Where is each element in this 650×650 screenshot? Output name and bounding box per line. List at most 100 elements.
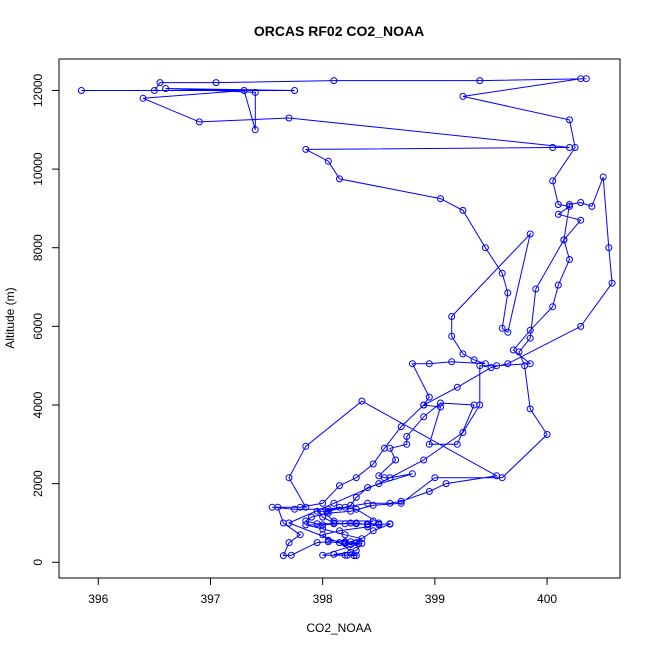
data-point: [459, 350, 467, 358]
data-point: [526, 326, 534, 334]
y-tick-label: 6000: [31, 313, 45, 340]
data-point: [341, 551, 349, 559]
data-point: [358, 397, 366, 405]
data-point: [549, 144, 557, 151]
x-tick-label: 397: [200, 592, 220, 606]
data-point: [319, 525, 327, 533]
data-point: [308, 513, 315, 521]
data-point: [431, 474, 439, 482]
data-point: [347, 538, 355, 546]
data-point: [554, 281, 562, 289]
data-point: [459, 92, 467, 100]
data-point: [566, 116, 573, 124]
data-point: [437, 195, 444, 203]
y-tick-label: 10000: [31, 152, 45, 186]
data-point: [324, 505, 332, 513]
data-point: [352, 519, 360, 527]
data-point: [386, 444, 394, 452]
data-point: [566, 202, 573, 210]
data-point: [448, 358, 456, 366]
data-point: [302, 145, 310, 153]
data-point: [336, 482, 343, 490]
data-point: [336, 527, 343, 535]
data-point: [285, 474, 293, 482]
data-point: [369, 460, 377, 468]
data-point: [425, 393, 433, 401]
x-axis: 396 397 398 399 400: [88, 577, 557, 606]
data-point: [279, 552, 287, 560]
data-point: [504, 360, 512, 368]
data-point: [319, 521, 327, 529]
data-point: [324, 157, 332, 165]
data-point: [420, 401, 428, 409]
y-tick-label: 2000: [31, 470, 45, 497]
data-point: [296, 531, 304, 539]
data-point: [420, 456, 428, 464]
data-point: [341, 531, 349, 539]
data-point: [162, 85, 170, 92]
data-point: [470, 356, 478, 364]
data-point: [582, 75, 590, 83]
data-point: [453, 440, 461, 448]
x-tick-label: 399: [425, 592, 445, 606]
data-point: [392, 456, 400, 464]
data-point: [526, 405, 534, 413]
data-point: [352, 474, 360, 482]
y-tick-label: 4000: [31, 391, 45, 418]
data-point: [302, 521, 310, 529]
data-point: [481, 244, 489, 252]
data-point: [302, 517, 310, 525]
y-axis: 0 2000 4000 6000 8000 10000 12000: [31, 73, 60, 566]
data-point: [302, 503, 310, 511]
data-point: [532, 285, 540, 293]
data-point: [549, 303, 557, 311]
data-point: [608, 279, 616, 287]
data-point: [212, 79, 220, 87]
data-point: [549, 177, 557, 185]
data-point: [498, 269, 506, 277]
data-point: [397, 497, 405, 505]
data-point: [319, 551, 327, 559]
data-point: [364, 521, 372, 529]
data-point: [139, 94, 147, 102]
data-point: [566, 201, 573, 208]
data-point: [526, 360, 534, 368]
data-point: [470, 401, 478, 409]
data-point: [324, 538, 332, 546]
data-point: [554, 201, 562, 208]
data-point: [504, 289, 512, 297]
data-point: [425, 440, 433, 448]
data-point: [459, 206, 467, 214]
data-point: [554, 210, 562, 218]
data-point: [403, 440, 411, 448]
data-point: [543, 431, 551, 438]
data-point: [336, 175, 343, 183]
data-point: [493, 472, 501, 480]
data-point: [425, 488, 433, 495]
plot-frame: [58, 58, 621, 579]
x-axis-label: CO2_NOAA: [306, 621, 371, 635]
data-point: [577, 216, 585, 224]
chart-title: ORCAS RF02 CO2_NOAA: [254, 23, 424, 39]
data-point: [364, 523, 372, 531]
data-point: [77, 87, 85, 94]
data-point: [386, 474, 394, 482]
data-point: [251, 88, 259, 96]
data-point: [397, 499, 405, 507]
data-point: [150, 87, 158, 94]
data-point: [364, 484, 372, 492]
data-point: [386, 499, 394, 507]
data-point: [268, 503, 276, 511]
data-point: [448, 332, 456, 340]
y-axis-label: Altitude (m): [3, 287, 17, 348]
data-point: [352, 547, 360, 554]
data-point: [442, 480, 450, 488]
y-tick-label: 0: [31, 559, 45, 566]
y-tick-label: 8000: [31, 234, 45, 261]
data-point: [437, 403, 444, 411]
data-point: [313, 539, 321, 547]
data-point: [336, 503, 343, 511]
data-point: [291, 505, 299, 513]
data-point: [476, 77, 484, 85]
